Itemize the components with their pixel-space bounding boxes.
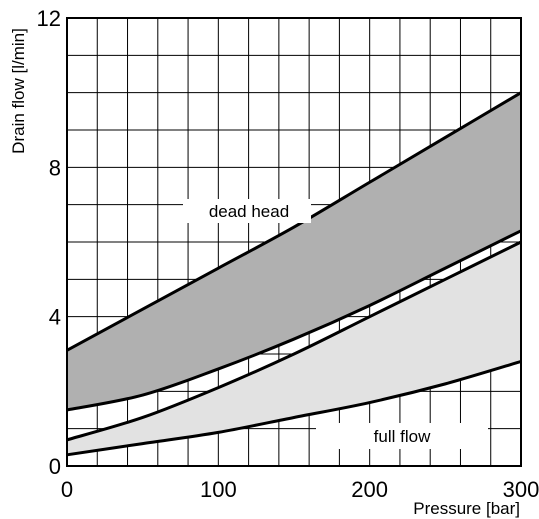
series-label-full-flow: full flow: [374, 427, 431, 446]
series-label-dead-head: dead head: [209, 202, 289, 221]
y-tick-label: 12: [37, 6, 61, 31]
x-tick-label: 300: [503, 477, 539, 502]
band-upper-line-full-flow: [66, 240, 522, 442]
flow-bands: [66, 91, 522, 457]
x-tick-label: 100: [200, 477, 237, 502]
plot-frame: [66, 17, 522, 467]
band-fill-dead-head: [67, 92, 521, 411]
band-upper-line-dead-head: [66, 91, 522, 352]
band-fill-full-flow: [67, 242, 521, 455]
band-label-bg-dead-head: [183, 199, 311, 223]
band-label-bg-full-flow: [316, 423, 488, 449]
axis-ticks: 0 100 200 300 0 4 8 12: [37, 6, 539, 502]
y-axis-label: Drain flow [l/min]: [9, 28, 28, 154]
x-axis-label: Pressure [bar]: [413, 499, 520, 518]
x-tick-label: 200: [351, 477, 388, 502]
band-lower-line-dead-head: [66, 229, 522, 412]
x-tick-label: 0: [61, 477, 73, 502]
band-lower-line-full-flow: [66, 360, 522, 457]
y-tick-label: 4: [49, 305, 61, 330]
y-tick-label: 8: [49, 155, 61, 180]
y-tick-label: 0: [49, 454, 61, 479]
